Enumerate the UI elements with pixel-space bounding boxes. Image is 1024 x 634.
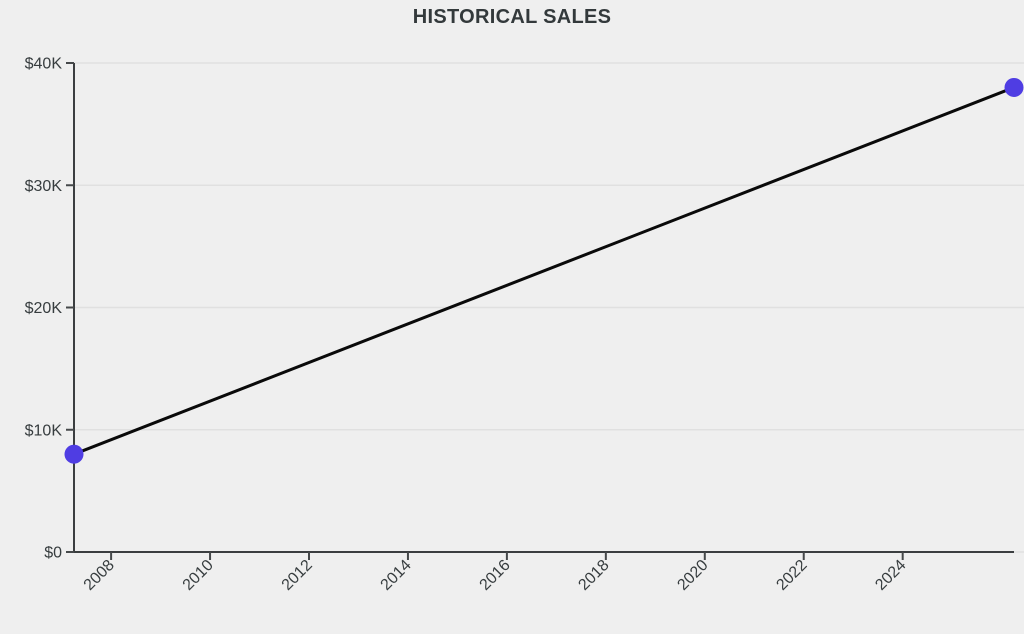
y-tick-label: $30K	[25, 178, 63, 195]
x-tick-label: 2008	[81, 557, 118, 594]
x-tick-label: 2012	[279, 557, 316, 594]
x-tick-label: 2014	[378, 557, 415, 594]
chart-title: HISTORICAL SALES	[412, 6, 612, 28]
data-point-marker[interactable]	[1004, 77, 1024, 97]
y-tick-label: $10K	[25, 422, 63, 439]
x-tick-label: 2010	[180, 557, 217, 594]
x-tick-label: 2024	[872, 557, 909, 594]
y-tick-label: $40K	[25, 56, 63, 73]
data-point-marker[interactable]	[64, 444, 84, 464]
series-line	[72, 85, 1016, 456]
x-tick-label: 2022	[773, 557, 810, 594]
y-tick-label: $20K	[25, 300, 63, 317]
x-tick-label: 2018	[575, 557, 612, 594]
y-tick-label: $0	[44, 545, 62, 562]
x-tick-label: 2020	[674, 557, 711, 594]
x-tick-label: 2016	[477, 557, 514, 594]
